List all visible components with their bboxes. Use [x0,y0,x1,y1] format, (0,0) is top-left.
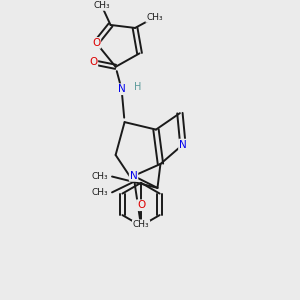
Text: CH₃: CH₃ [92,188,108,197]
Text: CH₃: CH₃ [92,172,108,181]
Text: N: N [130,171,137,181]
Text: CH₃: CH₃ [146,13,163,22]
Text: O: O [89,57,97,67]
Text: O: O [137,200,145,210]
Text: O: O [92,38,100,48]
Text: H: H [134,82,142,92]
Text: CH₃: CH₃ [93,1,110,10]
Text: CH₃: CH₃ [133,220,149,229]
Text: N: N [179,140,187,149]
Text: N: N [118,84,125,94]
